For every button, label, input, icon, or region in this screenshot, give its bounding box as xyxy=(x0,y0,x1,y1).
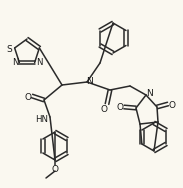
Text: N: N xyxy=(36,58,43,67)
Text: HN: HN xyxy=(36,114,48,124)
Text: N: N xyxy=(87,77,93,86)
Text: O: O xyxy=(51,164,59,174)
Text: O: O xyxy=(117,104,124,112)
Text: O: O xyxy=(100,105,107,114)
Text: S: S xyxy=(7,45,12,55)
Text: N: N xyxy=(12,58,19,67)
Text: N: N xyxy=(147,89,153,99)
Text: O: O xyxy=(25,92,31,102)
Text: O: O xyxy=(169,101,175,109)
